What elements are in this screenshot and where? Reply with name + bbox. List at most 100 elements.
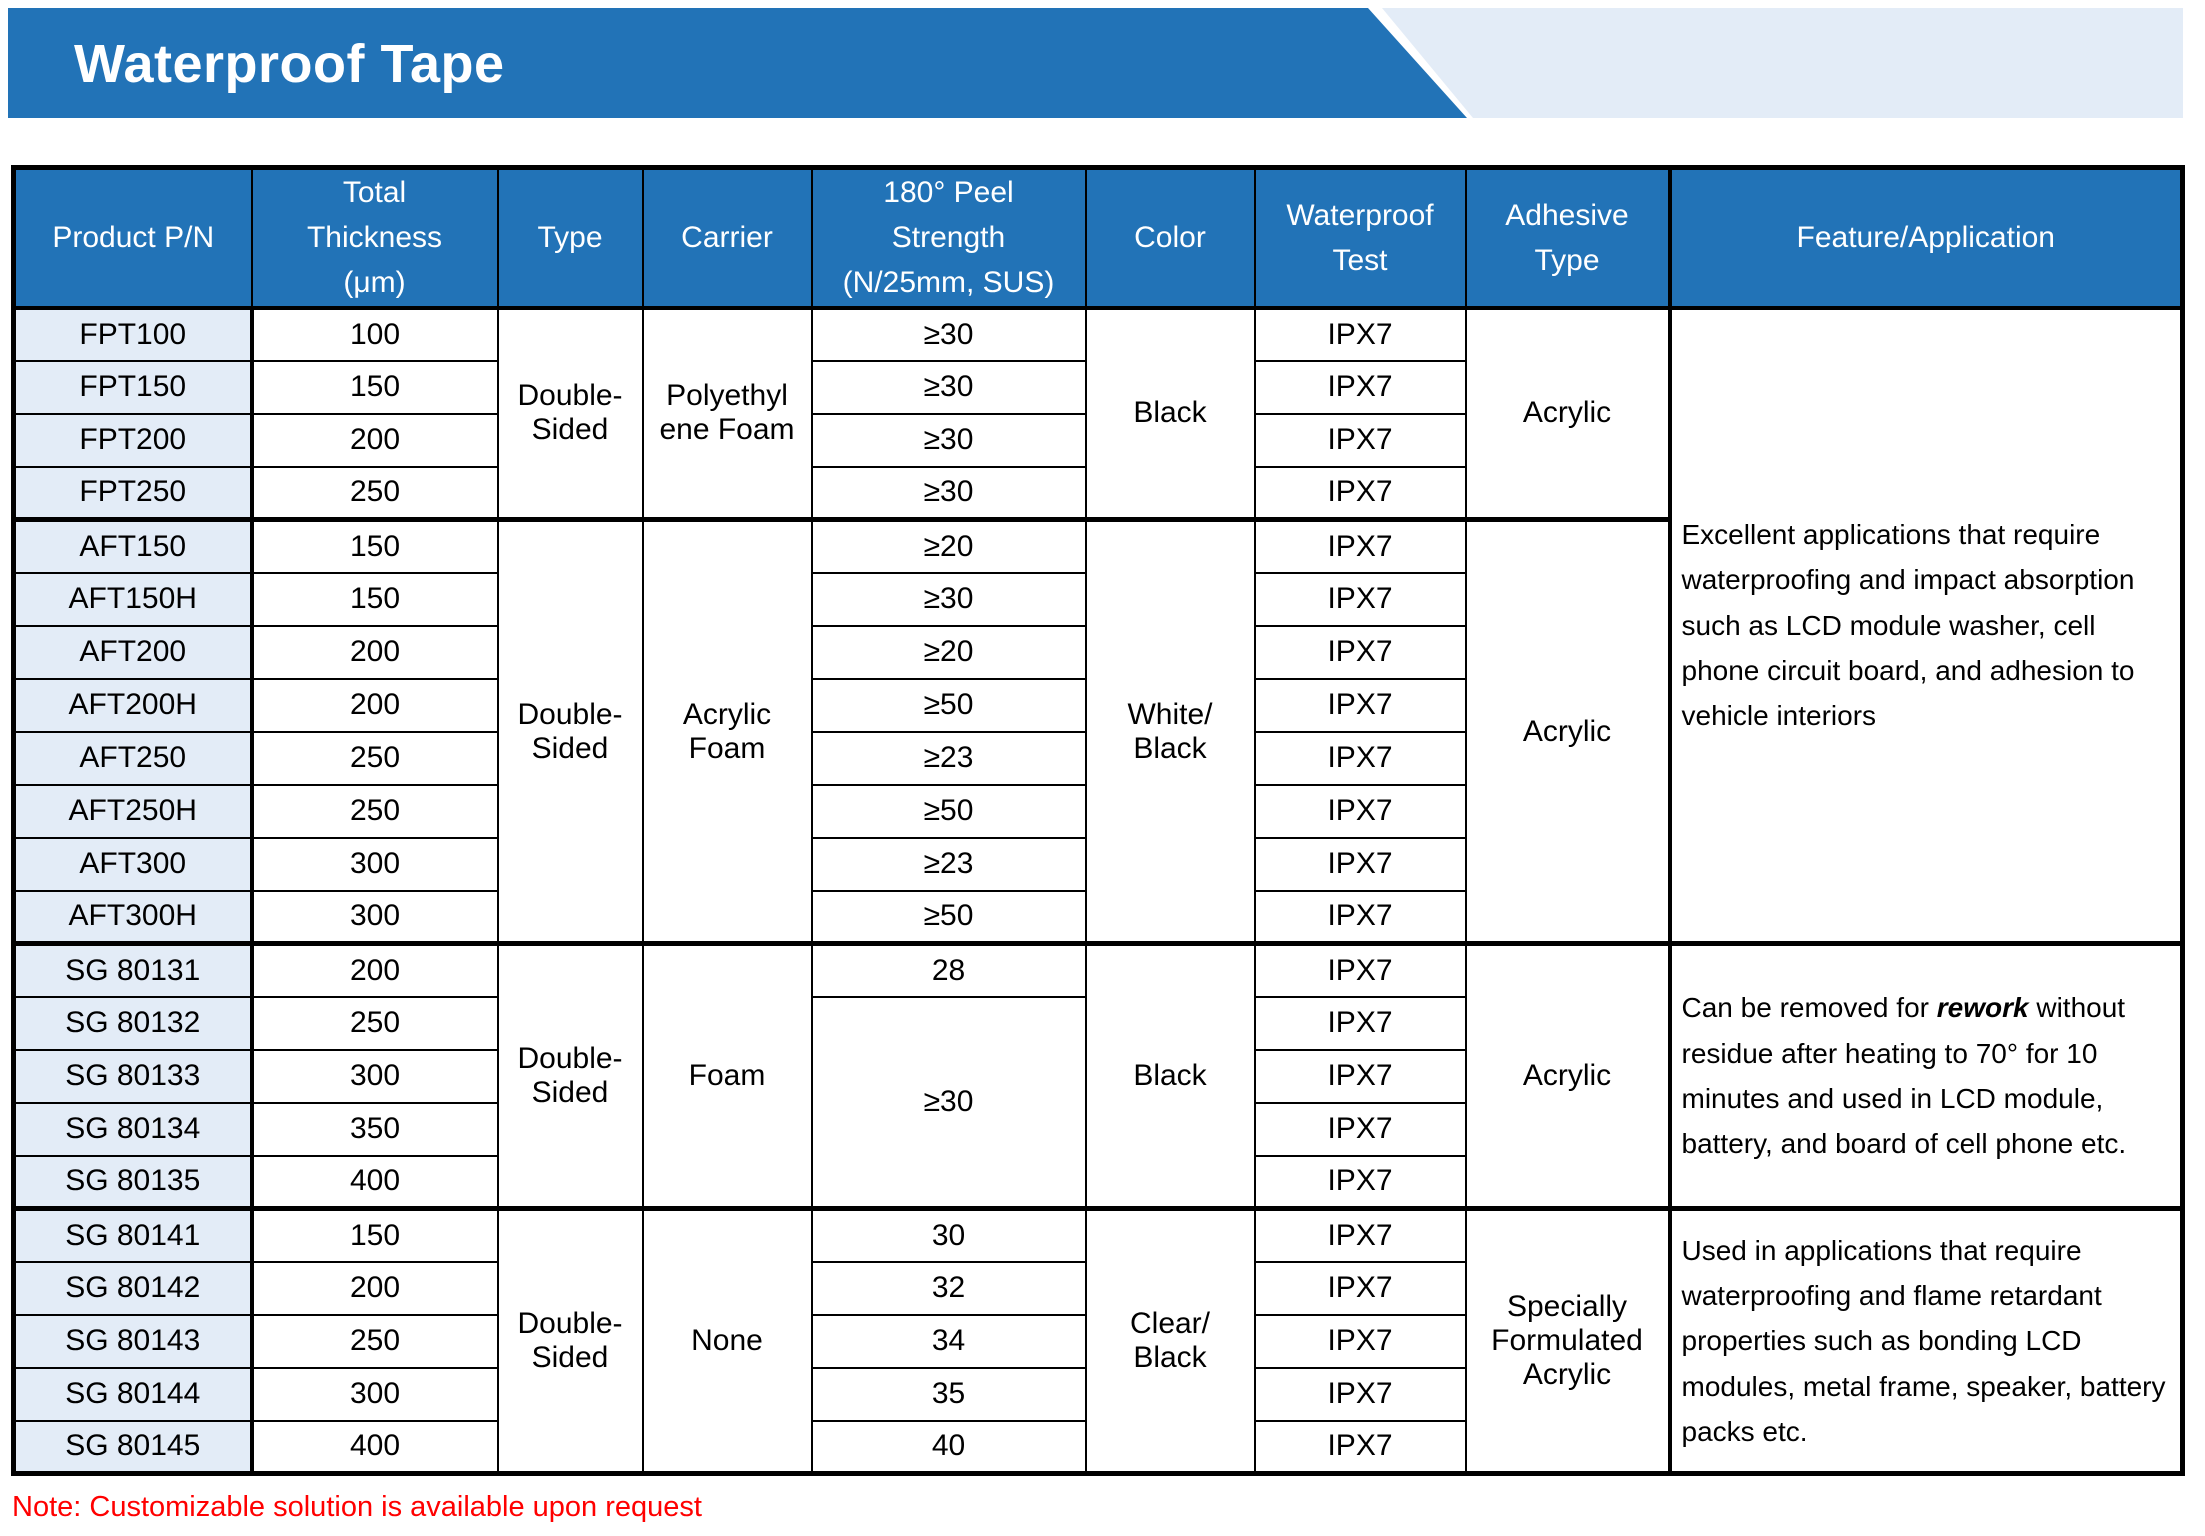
cell-waterproof-test: IPX7 — [1253, 1366, 1467, 1422]
cell-peel-strength: ≥30 — [810, 995, 1087, 1210]
cell-product-pn: SG 80133 — [12, 1048, 254, 1104]
cell-thickness: 200 — [250, 677, 499, 733]
footnote: Note: Customizable solution is available… — [12, 1491, 702, 1523]
banner-light-shape — [1382, 8, 2183, 118]
cell-peel-strength: ≥30 — [810, 412, 1087, 468]
cell-peel-strength: 30 — [810, 1206, 1087, 1263]
product-table: Product P/N Total Thickness (μm) Type Ca… — [11, 165, 2185, 1476]
table-row: SG 80142 200 32 IPX7 — [12, 1260, 2183, 1316]
cell-thickness: 300 — [250, 1048, 499, 1104]
cell-peel-strength: ≥20 — [810, 624, 1087, 680]
cell-product-pn: AFT200 — [12, 624, 254, 680]
cell-peel-strength: 40 — [810, 1419, 1087, 1475]
cell-product-pn: FPT100 — [12, 306, 254, 362]
cell-peel-strength: ≥23 — [810, 836, 1087, 892]
table-row: SG 80135 400 IPX7 — [12, 1154, 2183, 1210]
cell-peel-strength: ≥30 — [810, 359, 1087, 415]
cell-product-pn: SG 80135 — [12, 1154, 254, 1210]
table-row: SG 80133 300 IPX7 — [12, 1048, 2183, 1104]
cell-adhesive-type: Acrylic — [1464, 306, 1671, 521]
cell-type: Double- Sided — [496, 517, 644, 945]
cell-feature: Can be removed for rework without residu… — [1667, 941, 2184, 1210]
cell-thickness: 200 — [250, 941, 499, 998]
table-row: SG 80132 250 ≥30 IPX7 — [12, 995, 2183, 1210]
cell-thickness: 300 — [250, 889, 499, 945]
cell-thickness: 250 — [250, 1313, 499, 1369]
cell-peel-strength: 28 — [810, 941, 1087, 998]
cell-color: Black — [1084, 941, 1256, 1210]
cell-thickness: 200 — [250, 1260, 499, 1316]
table-row: AFT150 150 Double- Sided Acrylic Foam ≥2… — [12, 517, 2183, 945]
cell-waterproof-test: IPX7 — [1253, 1048, 1467, 1104]
cell-thickness: 400 — [250, 1154, 499, 1210]
cell-peel-strength: ≥20 — [810, 517, 1087, 574]
cell-thickness: 250 — [250, 783, 499, 839]
cell-feature: Excellent applications that require wate… — [1667, 306, 2184, 945]
table-row: AFT150H 150 ≥30 IPX7 — [12, 571, 2183, 627]
cell-waterproof-test: IPX7 — [1253, 624, 1467, 680]
cell-peel-strength: 35 — [810, 1366, 1087, 1422]
table-row: SG 80144 300 35 IPX7 — [12, 1366, 2183, 1422]
table-row: AFT250 250 ≥23 IPX7 — [12, 730, 2183, 786]
cell-peel-strength: ≥23 — [810, 730, 1087, 786]
cell-adhesive-type: Acrylic — [1464, 517, 1671, 945]
cell-thickness: 150 — [250, 517, 499, 574]
cell-thickness: 100 — [250, 306, 499, 362]
cell-waterproof-test: IPX7 — [1253, 1101, 1467, 1157]
cell-peel-strength: 32 — [810, 1260, 1087, 1316]
cell-product-pn: AFT150 — [12, 517, 254, 574]
cell-color: Clear/ Black — [1084, 1206, 1256, 1475]
cell-thickness: 300 — [250, 836, 499, 892]
cell-product-pn: AFT250 — [12, 730, 254, 786]
cell-thickness: 250 — [250, 465, 499, 521]
col-header-thickness: Total Thickness (μm) — [250, 166, 499, 310]
cell-waterproof-test: IPX7 — [1253, 306, 1467, 362]
cell-carrier: Foam — [641, 941, 813, 1210]
col-header-peel-strength: 180° Peel Strength (N/25mm, SUS) — [810, 166, 1087, 310]
cell-product-pn: SG 80141 — [12, 1206, 254, 1263]
cell-product-pn: AFT300 — [12, 836, 254, 892]
table-row: SG 80143 250 34 IPX7 — [12, 1313, 2183, 1369]
col-header-adhesive-type: Adhesive Type — [1464, 166, 1671, 310]
cell-product-pn: SG 80144 — [12, 1366, 254, 1422]
cell-product-pn: AFT300H — [12, 889, 254, 945]
cell-thickness: 250 — [250, 995, 499, 1051]
table-row: SG 80141 150 Double- Sided None 30 Clear… — [12, 1206, 2184, 1475]
cell-product-pn: SG 80145 — [12, 1419, 254, 1475]
col-header-color: Color — [1084, 166, 1256, 310]
cell-type: Double- Sided — [496, 941, 644, 1210]
cell-thickness: 400 — [250, 1419, 499, 1475]
cell-product-pn: SG 80132 — [12, 995, 254, 1051]
cell-waterproof-test: IPX7 — [1253, 995, 1467, 1051]
feature-text-emphasis: rework — [1936, 992, 2029, 1024]
cell-waterproof-test: IPX7 — [1253, 1154, 1467, 1210]
cell-waterproof-test: IPX7 — [1253, 1419, 1467, 1475]
cell-product-pn: AFT150H — [12, 571, 254, 627]
cell-carrier: Polyethyl ene Foam — [641, 306, 813, 521]
cell-product-pn: AFT200H — [12, 677, 254, 733]
cell-peel-strength: ≥30 — [810, 306, 1087, 362]
table-row: AFT250H 250 ≥50 IPX7 — [12, 783, 2183, 839]
cell-waterproof-test: IPX7 — [1253, 1206, 1467, 1263]
cell-waterproof-test: IPX7 — [1253, 730, 1467, 786]
cell-waterproof-test: IPX7 — [1253, 677, 1467, 733]
cell-adhesive-type: Acrylic — [1464, 941, 1671, 1210]
cell-product-pn: FPT200 — [12, 412, 254, 468]
cell-type: Double- Sided — [496, 1206, 644, 1475]
cell-thickness: 150 — [250, 571, 499, 627]
waterproof-tape-page: { "banner": { "title": "Waterproof Tape"… — [0, 8, 2205, 1536]
table-row: FPT200 200 ≥30 IPX7 — [12, 412, 2183, 468]
cell-carrier: Acrylic Foam — [641, 517, 813, 945]
cell-waterproof-test: IPX7 — [1253, 1313, 1467, 1369]
title-banner: Waterproof Tape — [8, 8, 2198, 118]
table-row: SG 80145 400 40 IPX7 — [12, 1419, 2183, 1475]
cell-peel-strength: ≥50 — [810, 677, 1087, 733]
banner-dark-shape: Waterproof Tape — [8, 8, 1467, 118]
cell-waterproof-test: IPX7 — [1253, 465, 1467, 521]
cell-feature: Used in applications that require waterp… — [1667, 1206, 2184, 1475]
col-header-feature-application: Feature/Application — [1667, 166, 2184, 310]
cell-thickness: 150 — [250, 1206, 499, 1263]
cell-waterproof-test: IPX7 — [1253, 517, 1467, 574]
cell-thickness: 200 — [250, 412, 499, 468]
cell-product-pn: SG 80142 — [12, 1260, 254, 1316]
